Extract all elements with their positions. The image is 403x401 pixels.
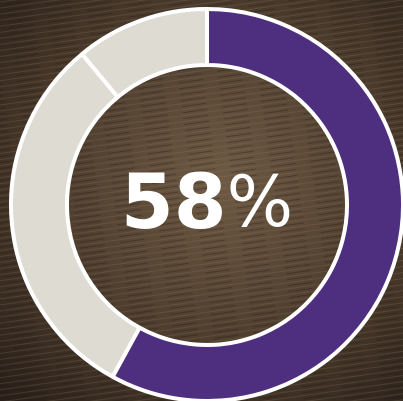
donut-segment: [9, 51, 142, 379]
donut-segment: [110, 7, 403, 401]
donut-segment: [80, 7, 209, 100]
donut: [9, 7, 403, 401]
center-label: 58%: [121, 157, 293, 246]
